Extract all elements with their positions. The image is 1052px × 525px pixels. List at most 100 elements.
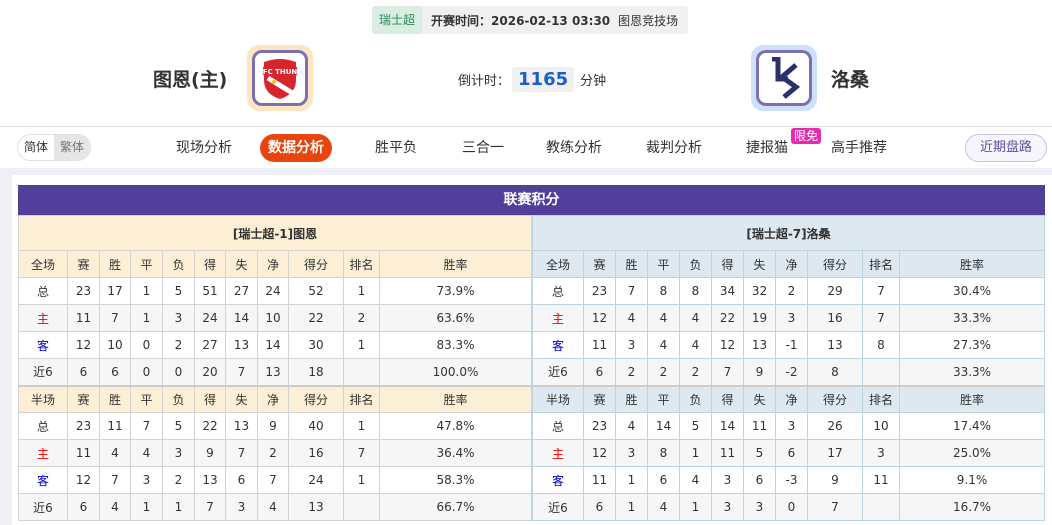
table-cell: 1 <box>343 412 380 440</box>
table-cell: 7 <box>615 277 648 305</box>
table-cell: 23 <box>583 412 616 440</box>
table-cell: 24 <box>288 466 344 494</box>
table-cell: 14 <box>257 331 289 359</box>
column-header: 得分 <box>807 384 863 413</box>
countdown-unit: 分钟 <box>580 74 607 89</box>
tab-referee-analysis[interactable]: 裁判分析 <box>646 140 702 156</box>
table-cell: 33.3% <box>899 358 1045 386</box>
table-cell: 7 <box>711 358 744 386</box>
table-cell: 8 <box>807 358 863 386</box>
away-team-name[interactable]: 洛桑 <box>831 69 870 91</box>
table-cell: 3 <box>775 412 808 440</box>
home-team-logo[interactable]: FC THUN <box>247 45 313 111</box>
table-cell: 73.9% <box>379 277 532 305</box>
tab-three-in-one[interactable]: 三合一 <box>462 140 504 156</box>
table-cell: 18 <box>288 358 344 386</box>
countdown-value: 1165 <box>512 67 575 92</box>
table-cell <box>862 493 900 521</box>
table-cell: 20 <box>194 358 226 386</box>
table-row: 总 23 11 7 5 22 13 9 40 1 47.8% <box>18 412 532 440</box>
table-row: 近6 6 2 2 2 7 9 -2 8 33.3% <box>532 358 1045 386</box>
language-toggle: 简体 繁体 <box>17 134 92 161</box>
table-row: 近6 6 1 4 1 3 3 0 7 16.7% <box>532 493 1045 521</box>
column-header: 赛 <box>67 250 100 278</box>
table-cell: 3 <box>862 439 900 467</box>
table-cell: 8 <box>862 331 900 359</box>
row-label: 近6 <box>18 493 68 521</box>
row-label: 近6 <box>532 358 584 386</box>
table-row: 近6 6 4 1 1 7 3 4 13 66.7% <box>18 493 532 521</box>
column-header: 胜率 <box>899 384 1045 413</box>
column-header: 胜 <box>615 384 648 413</box>
table-cell: 2 <box>162 331 195 359</box>
away-standings-table: [瑞士超-7]洛桑 全场赛胜平负得失净得分 排名 胜率总 23 7 8 8 34 32 2 29 7 30… <box>532 215 1045 521</box>
half-header-row: 半场赛胜平负得失净得分 排名 胜率 <box>532 384 1045 413</box>
table-cell: 16 <box>288 439 344 467</box>
table-cell: 9 <box>743 358 776 386</box>
lang-simplified[interactable]: 简体 <box>24 140 49 154</box>
table-cell: 17 <box>807 439 863 467</box>
table-row: 主 12 4 4 4 22 19 3 16 7 33.3% <box>532 304 1045 332</box>
table-cell: 52 <box>288 277 344 305</box>
table-cell: 7 <box>257 466 289 494</box>
column-header: 半场 <box>532 384 584 413</box>
league-tag[interactable]: 瑞士超 <box>372 6 423 34</box>
table-cell: 3 <box>162 304 195 332</box>
table-cell: 23 <box>67 277 100 305</box>
table-cell: 4 <box>647 331 680 359</box>
table-cell: 66.7% <box>379 493 532 521</box>
table-cell: 0 <box>130 331 163 359</box>
table-cell: 11 <box>583 466 616 494</box>
free-badge: 限免 <box>791 128 822 144</box>
row-label: 近6 <box>18 358 68 386</box>
table-cell: 5 <box>743 439 776 467</box>
table-row: 主 12 3 8 1 11 5 6 17 3 25.0% <box>532 439 1045 467</box>
column-header: 平 <box>647 250 680 278</box>
table-cell: 16 <box>807 304 863 332</box>
table-cell: 4 <box>99 439 131 467</box>
table-row: 近6 6 6 0 0 20 7 13 18 100.0% <box>18 358 532 386</box>
recent-handicap-button[interactable]: 近期盘路 <box>965 134 1047 162</box>
table-cell: 2 <box>615 358 648 386</box>
table-cell: 5 <box>162 277 195 305</box>
home-team-name[interactable]: 图恩(主) <box>153 69 228 91</box>
table-cell: 3 <box>225 493 258 521</box>
table-cell: 0 <box>775 493 808 521</box>
column-header: 得 <box>711 384 744 413</box>
column-header: 净 <box>775 384 808 413</box>
row-label: 客 <box>532 331 584 359</box>
table-cell: 11 <box>99 412 131 440</box>
table-cell: 7 <box>99 304 131 332</box>
table-cell: 27.3% <box>899 331 1045 359</box>
table-caption-row: [瑞士超-7]洛桑 <box>532 215 1045 251</box>
table-cell: 3 <box>615 331 648 359</box>
table-cell: 47.8% <box>379 412 532 440</box>
table-cell: 12 <box>583 304 616 332</box>
table-cell: 3 <box>615 439 648 467</box>
table-cell: 3 <box>162 439 195 467</box>
table-row: 客 12 10 0 2 27 13 14 30 1 83.3% <box>18 331 532 359</box>
lang-traditional[interactable]: 繁体 <box>54 135 91 160</box>
column-header: 平 <box>647 384 680 413</box>
tab-data-analysis[interactable]: 数据分析 <box>260 134 332 162</box>
table-cell: 27 <box>194 331 226 359</box>
column-header: 得 <box>194 384 226 413</box>
column-header: 排名 <box>862 250 900 278</box>
tab-jiebaomao[interactable]: 捷报猫 <box>746 140 788 156</box>
table-cell: 17.4% <box>899 412 1045 440</box>
table-cell: 7 <box>807 493 863 521</box>
tab-live-analysis[interactable]: 现场分析 <box>176 140 232 156</box>
table-cell: 12 <box>711 331 744 359</box>
tab-expert-picks[interactable]: 高手推荐 <box>831 140 887 156</box>
column-header: 得分 <box>288 384 344 413</box>
table-cell: 6 <box>99 358 131 386</box>
tab-1x2[interactable]: 胜平负 <box>375 140 417 156</box>
row-label: 总 <box>18 277 68 305</box>
table-cell: 1 <box>615 493 648 521</box>
away-team-logo[interactable] <box>751 45 817 111</box>
tab-coach-analysis[interactable]: 教练分析 <box>546 140 602 156</box>
table-cell: 63.6% <box>379 304 532 332</box>
table-cell: 3 <box>130 466 163 494</box>
table-cell: 4 <box>99 493 131 521</box>
table-caption-row: [瑞士超-1]图恩 <box>18 215 532 251</box>
